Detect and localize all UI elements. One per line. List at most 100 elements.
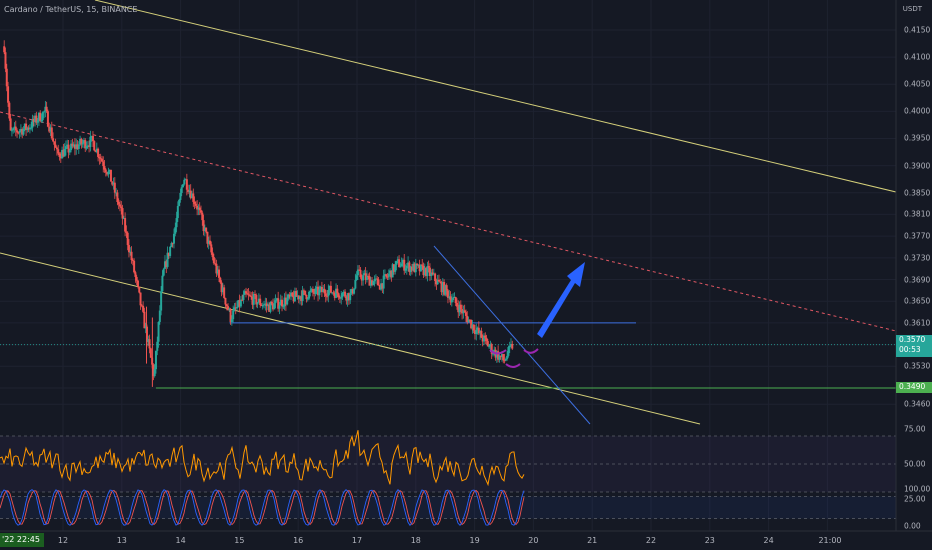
candle-body: [64, 146, 67, 150]
candle-body: [90, 135, 93, 137]
stoch-tick-label: 100.00: [904, 484, 931, 494]
candle-body: [463, 310, 466, 313]
candle-body: [485, 337, 488, 342]
date-tick-label: 19: [469, 536, 480, 545]
candle-body: [428, 267, 431, 276]
candle-body: [282, 306, 285, 308]
candle-body: [237, 300, 240, 308]
candle-body: [274, 300, 277, 304]
candle-countdown: 00:53: [899, 345, 921, 354]
candle-body: [337, 293, 340, 298]
candle-body: [27, 127, 30, 130]
candle-body: [32, 118, 35, 122]
candle-body: [183, 179, 186, 185]
candle-body: [453, 297, 456, 299]
candle-body: [21, 129, 24, 135]
bottom-mark-left: [489, 349, 507, 355]
candle-body: [35, 115, 38, 123]
candle-body: [432, 273, 435, 275]
date-tick-label: 21: [587, 536, 598, 545]
price-tick-label: 0.3730: [904, 253, 931, 263]
candle-body: [481, 337, 484, 342]
candle-body: [323, 288, 326, 294]
candle-body: [185, 179, 188, 190]
candle-body: [255, 295, 258, 305]
candle-body: [17, 132, 20, 134]
candle-body: [211, 252, 214, 258]
level-price-badge: 0.3490: [896, 382, 932, 393]
candle-body: [194, 203, 197, 206]
candle-body: [327, 289, 330, 297]
candle-body: [403, 259, 406, 271]
candle-body: [248, 294, 251, 296]
candle-body: [350, 289, 353, 294]
candle-body: [452, 297, 455, 301]
candle-body: [133, 260, 136, 273]
candle-body: [13, 126, 16, 129]
price-tick-label: 0.4150: [904, 25, 931, 35]
candle-body: [76, 144, 79, 149]
candle-body: [230, 319, 233, 323]
candle-body: [234, 307, 237, 309]
candle-body: [106, 172, 109, 175]
candle-body: [215, 263, 218, 274]
candle-body: [498, 355, 501, 360]
candle-body: [175, 218, 178, 228]
candle-body: [335, 288, 338, 298]
candle-body: [239, 299, 242, 307]
candle-body: [462, 310, 465, 314]
candlesticks: [3, 40, 514, 387]
candle-body: [367, 275, 370, 277]
candle-body: [371, 280, 374, 286]
candle-body: [489, 344, 492, 347]
candle-body: [295, 291, 298, 297]
candle-body: [410, 266, 413, 271]
candle-body: [189, 190, 192, 199]
candle-body: [445, 285, 448, 291]
candle-body: [107, 171, 110, 175]
candle-body: [369, 280, 372, 286]
candle-body: [166, 252, 169, 267]
candle-body: [408, 262, 411, 273]
candle-body: [502, 354, 505, 361]
candle-body: [53, 141, 56, 145]
candle-body: [152, 364, 155, 377]
candle-body: [44, 106, 47, 112]
candle-body: [345, 296, 348, 301]
candle-body: [467, 319, 470, 323]
candle-body: [75, 144, 78, 149]
candle-body: [407, 262, 410, 266]
candle-body: [198, 207, 201, 211]
level-price-value: 0.3490: [899, 382, 926, 391]
candle-body: [135, 276, 138, 281]
candle-body: [387, 273, 390, 277]
candle-body: [333, 293, 336, 298]
bottom-mark-right: [523, 348, 539, 354]
candle-body: [125, 231, 128, 233]
candle-body: [209, 240, 211, 245]
candle-body: [297, 295, 300, 300]
currency-label: USDT: [902, 5, 922, 13]
candle-body: [142, 305, 145, 312]
candle-body: [147, 339, 150, 342]
candle-body: [356, 269, 359, 276]
candle-body: [229, 309, 232, 323]
candle-body: [419, 264, 422, 272]
candle-body: [7, 86, 10, 103]
candle-body: [332, 292, 335, 294]
candle-body: [431, 272, 434, 275]
candle-body: [374, 278, 377, 280]
candle-body: [504, 358, 507, 361]
candle-body: [300, 296, 303, 301]
candle-body: [144, 326, 147, 329]
candle-body: [247, 294, 250, 296]
candle-body: [475, 329, 478, 335]
candle-body: [472, 324, 475, 331]
candle-body: [36, 120, 39, 123]
candle-body: [391, 264, 394, 278]
date-tick-label: 23: [704, 536, 715, 545]
price-tick-label: 0.3770: [904, 231, 931, 241]
candle-body: [18, 130, 21, 133]
date-tick-label: 22: [645, 536, 657, 545]
